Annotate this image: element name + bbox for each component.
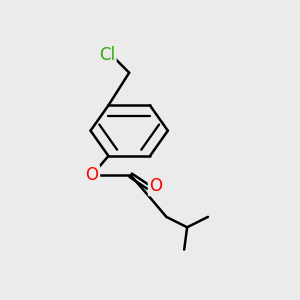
Text: Cl: Cl bbox=[99, 46, 115, 64]
Text: O: O bbox=[149, 177, 162, 195]
Text: O: O bbox=[85, 166, 98, 184]
